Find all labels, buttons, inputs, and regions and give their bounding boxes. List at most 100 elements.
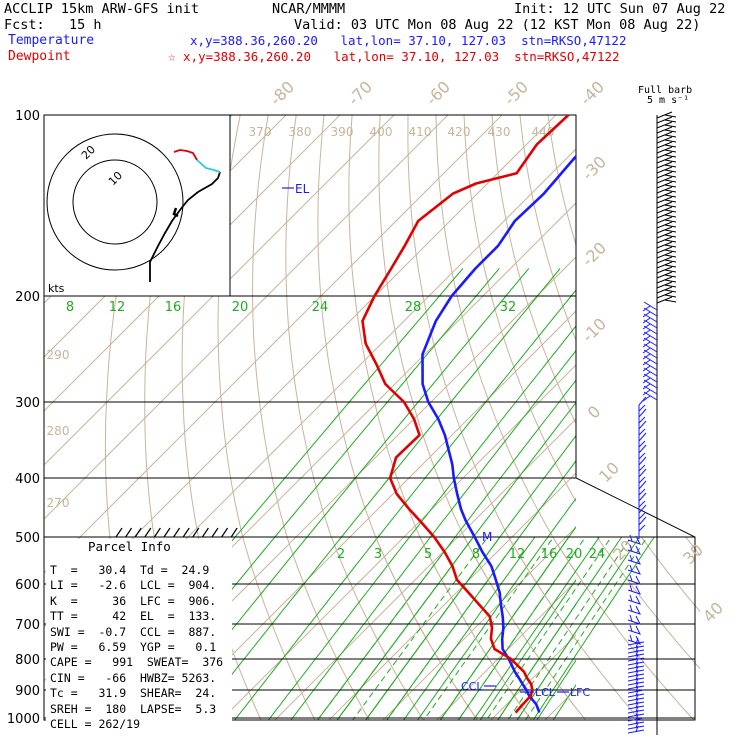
wind-barb bbox=[638, 432, 647, 455]
isotherm-line bbox=[588, 115, 740, 731]
wind-barb bbox=[638, 492, 647, 515]
profiles bbox=[361, 115, 576, 714]
wind-barb bbox=[627, 685, 645, 694]
wind-barb bbox=[627, 645, 645, 654]
wind-barb bbox=[656, 266, 677, 274]
wind-barb bbox=[656, 206, 677, 214]
init-time: Init: 12 UTC Sun 07 Aug 22 bbox=[514, 1, 726, 17]
wind-barb bbox=[627, 697, 645, 706]
isotherm-line bbox=[44, 115, 341, 412]
wind-barb bbox=[627, 661, 645, 670]
isotherm-line bbox=[44, 115, 557, 628]
wind-barb bbox=[656, 186, 677, 194]
wind-barb bbox=[656, 151, 677, 159]
wind-barb bbox=[627, 574, 641, 585]
wind-barb bbox=[656, 256, 677, 264]
dry-adiabat-label: 410 bbox=[409, 125, 432, 139]
parcel-row: T = 30.4 Td = 24.9 bbox=[50, 563, 210, 577]
parcel-row: PW = 6.59 YGP = 0.1 bbox=[50, 640, 217, 654]
wind-barb bbox=[627, 681, 645, 690]
mixing-ratio-line bbox=[234, 289, 576, 720]
isotherm-label: -70 bbox=[344, 77, 376, 109]
wind-barb bbox=[627, 693, 645, 702]
wind-barb bbox=[642, 301, 658, 312]
dry-adiabat-line bbox=[688, 115, 740, 731]
dry-adiabat-label: 440 bbox=[532, 125, 555, 139]
tropopause-tick bbox=[201, 527, 209, 538]
dry-adiabat-line bbox=[463, 115, 576, 503]
wind-barb bbox=[638, 444, 647, 467]
wind-barb bbox=[627, 709, 645, 718]
wind-barb bbox=[638, 456, 647, 479]
isotherm-label: 40 bbox=[699, 598, 727, 626]
mixing-ratio-line bbox=[472, 537, 601, 720]
wind-barb bbox=[656, 196, 677, 204]
pressure-tick-label: 1000 bbox=[7, 712, 40, 727]
wind-barb bbox=[627, 665, 645, 674]
mixing-ratio-label: 12 bbox=[509, 547, 526, 562]
plot-border bbox=[43, 114, 696, 721]
dewpoint-legend-label: Dewpoint bbox=[8, 49, 71, 64]
wind-barb bbox=[656, 156, 677, 164]
dewpoint-legend-info: ☆ x,y=388.36,260.20 lat,lon= 37.10, 127.… bbox=[168, 49, 620, 64]
mixing-ratio-label: 16 bbox=[541, 547, 558, 562]
temperature-legend-info: x,y=388.36,260.20 lat,lon= 37.10, 127.03… bbox=[190, 33, 627, 48]
dewpoint-profile bbox=[361, 115, 570, 714]
mixing-ratio-line bbox=[516, 630, 576, 720]
wind-barb bbox=[627, 713, 645, 722]
dry-adiabat-label: 290 bbox=[47, 348, 70, 362]
mixing-ratio-line bbox=[336, 401, 576, 720]
wind-barb bbox=[642, 361, 658, 372]
wind-barb bbox=[656, 161, 677, 169]
wind-barb bbox=[627, 544, 641, 555]
pressure-tick-label: 200 bbox=[15, 290, 40, 305]
lower-grid bbox=[316, 537, 700, 720]
wind-barb bbox=[627, 677, 645, 686]
isotherm-line bbox=[44, 115, 503, 574]
wind-barb bbox=[642, 355, 658, 366]
mixing-ratio-line bbox=[479, 578, 576, 720]
org-name: NCAR/MMMM bbox=[272, 1, 346, 17]
wind-barb bbox=[656, 231, 677, 239]
tropopause-tick bbox=[221, 527, 229, 538]
wind-barb bbox=[627, 641, 645, 650]
isotherm-label: -10 bbox=[578, 314, 610, 346]
wind-barb bbox=[627, 717, 645, 726]
pressure-tick-label: 700 bbox=[15, 618, 40, 633]
hodograph-box bbox=[43, 114, 231, 297]
isotherm-label: -30 bbox=[578, 152, 610, 184]
wind-barb bbox=[638, 408, 647, 431]
dry-adiabat-line bbox=[716, 115, 740, 731]
dry-adiabat-line bbox=[596, 537, 700, 670]
chart-frame bbox=[43, 114, 696, 721]
isotherm-line bbox=[44, 115, 449, 520]
wind-barb bbox=[656, 111, 677, 119]
isotherm-line bbox=[382, 526, 576, 720]
pressure-tick-label: 300 bbox=[15, 396, 40, 411]
wind-barb bbox=[627, 594, 641, 605]
wind-barb bbox=[656, 211, 677, 219]
wind-barb bbox=[627, 584, 641, 595]
isotherm-line bbox=[274, 418, 576, 720]
wind-barb bbox=[656, 166, 677, 174]
annotations: EL M CCL LCL LFC bbox=[282, 182, 590, 699]
mixing-ratio-label: 5 bbox=[424, 547, 432, 562]
hodograph-ring bbox=[46, 133, 184, 271]
wind-barb bbox=[638, 468, 647, 491]
mixing-ratio-line bbox=[423, 537, 555, 720]
lcl-label: LCL bbox=[535, 686, 556, 699]
mixing-ratio-line bbox=[386, 537, 521, 720]
wind-barb bbox=[656, 176, 677, 184]
wind-barb bbox=[656, 191, 677, 199]
tropopause-tick bbox=[144, 527, 152, 538]
dry-adiabat-label: 430 bbox=[488, 125, 511, 139]
wind-barb bbox=[656, 261, 677, 269]
wind-barb bbox=[642, 337, 658, 348]
isotherm-label: 10 bbox=[595, 458, 623, 486]
wind-barb bbox=[642, 319, 658, 330]
wind-barb bbox=[656, 181, 677, 189]
wind-barb bbox=[627, 669, 645, 678]
pressure-tick-label: 500 bbox=[15, 531, 40, 546]
wind-barb bbox=[656, 136, 677, 144]
isotherm-line bbox=[44, 115, 395, 466]
